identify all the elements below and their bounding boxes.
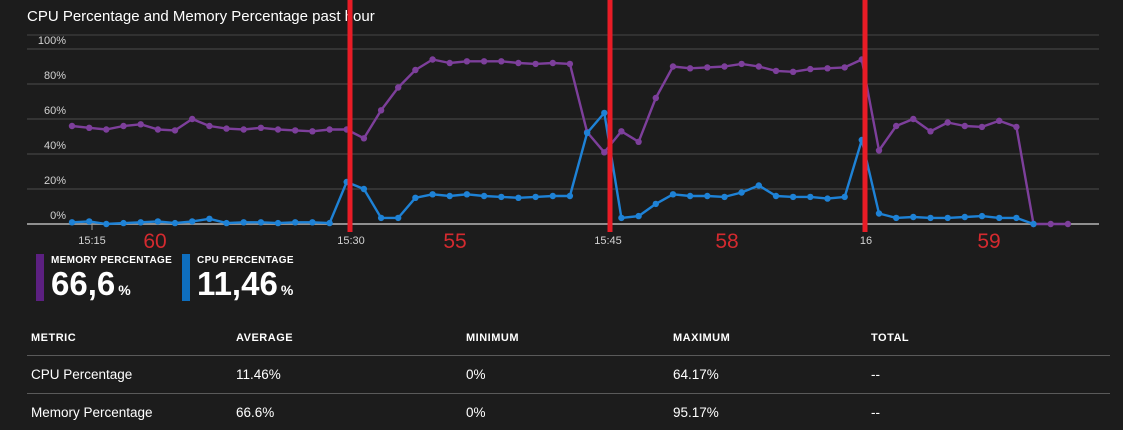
y-tick-label: 40% <box>44 140 66 152</box>
red-annotation-label: 58 <box>715 230 738 252</box>
table-row-memory: Memory Percentage 66.6% 0% 95.17% -- <box>27 393 1110 430</box>
memory-color-bar <box>36 254 44 301</box>
memory-value-unit: % <box>118 282 131 298</box>
y-tick-label: 0% <box>50 210 66 222</box>
header-total: TOTAL <box>871 331 910 344</box>
cpu-maximum: 64.17% <box>673 367 719 382</box>
metrics-line-chart[interactable]: 100% 80% 60% 40% 20% 0% 15:15 15:30 15:45 16 60 55 5… <box>0 0 1123 252</box>
red-annotation-label: 59 <box>977 230 1000 252</box>
legend-item-cpu-percentage[interactable]: CPU PERCENTAGE 11,46% <box>182 254 294 308</box>
legend-item-memory-percentage[interactable]: MEMORY PERCENTAGE 66,6% <box>36 254 172 308</box>
red-marker-lines <box>347 0 868 232</box>
header-minimum: MINIMUM <box>466 331 519 344</box>
cpu-legend-label: CPU PERCENTAGE <box>197 255 294 266</box>
chart-legend: MEMORY PERCENTAGE 66,6% CPU PERCENTAGE 1… <box>36 254 294 308</box>
memory-value-number: 66,6 <box>51 265 116 302</box>
red-annotation-label: 60 <box>143 230 166 252</box>
header-average: AVERAGE <box>236 331 294 344</box>
memory-minimum: 0% <box>466 405 486 420</box>
cpu-color-bar <box>182 254 191 301</box>
header-maximum: MAXIMUM <box>673 331 731 344</box>
cpu-value-unit: % <box>280 282 294 298</box>
metrics-summary-table: METRIC AVERAGE MINIMUM MAXIMUM TOTAL CPU… <box>27 320 1110 430</box>
red-annotation-label: 55 <box>443 230 466 252</box>
memory-total: -- <box>871 405 880 420</box>
cpu-legend-value: 11,46% <box>197 266 294 308</box>
cpu-percentage-series <box>68 109 1037 228</box>
y-tick-label: 60% <box>44 105 66 117</box>
y-axis: 100% 80% 60% 40% 20% 0% <box>27 35 1099 225</box>
table-row-cpu: CPU Percentage 11.46% 0% 64.17% -- <box>27 355 1110 393</box>
red-annotation-labels: 60 55 58 59 <box>143 230 1000 252</box>
cpu-value-number: 11,46 <box>197 265 278 302</box>
cpu-metric-name: CPU Percentage <box>31 367 133 382</box>
y-tick-label: 80% <box>44 70 66 82</box>
y-tick-label: 100% <box>38 35 66 47</box>
cpu-total: -- <box>871 367 880 382</box>
memory-maximum: 95.17% <box>673 405 719 420</box>
chart-title: CPU Percentage and Memory Percentage pas… <box>27 8 375 25</box>
y-tick-label: 20% <box>44 175 66 187</box>
cpu-average: 11.46% <box>236 367 281 382</box>
header-metric: METRIC <box>31 331 77 344</box>
x-tick-label: 15:15 <box>78 235 106 247</box>
memory-percentage-series <box>68 56 1072 228</box>
table-header-row: METRIC AVERAGE MINIMUM MAXIMUM TOTAL <box>27 320 1110 355</box>
x-tick-label: 15:30 <box>337 235 365 247</box>
memory-legend-value: 66,6% <box>51 266 172 308</box>
x-axis: 15:15 15:30 15:45 16 <box>78 224 872 247</box>
memory-average: 66.6% <box>236 405 275 420</box>
x-tick-label: 15:45 <box>594 235 622 247</box>
memory-legend-label: MEMORY PERCENTAGE <box>51 255 173 266</box>
memory-metric-name: Memory Percentage <box>31 405 153 420</box>
cpu-minimum: 0% <box>466 367 486 382</box>
x-tick-label: 16 <box>860 235 872 247</box>
